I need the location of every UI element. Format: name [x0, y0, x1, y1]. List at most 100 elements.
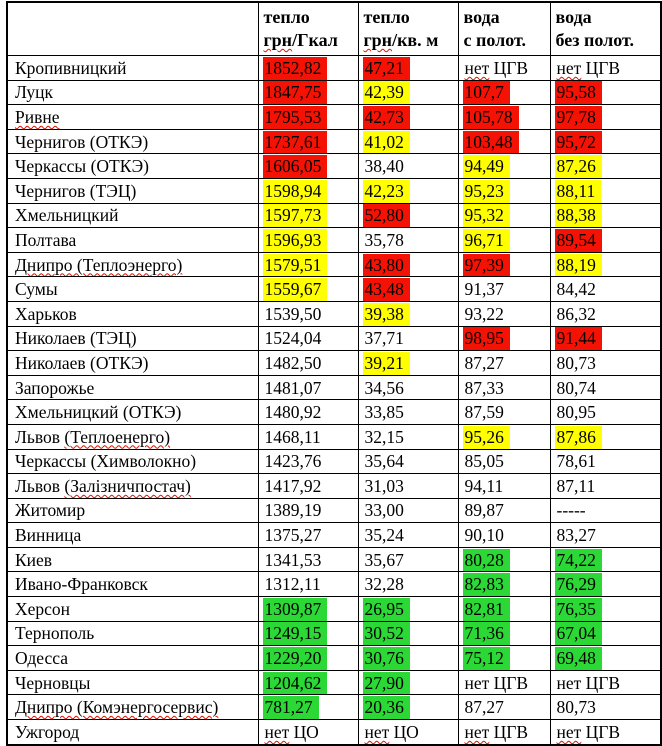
- value-cell: 76,35: [549, 596, 662, 622]
- value-cell: 20,36: [357, 694, 459, 721]
- value-highlight: 1598,94: [262, 179, 328, 203]
- value-highlight: 1249,15: [262, 622, 328, 645]
- value-cell: 38,40: [357, 153, 459, 179]
- value-highlight: 39,21: [362, 351, 410, 375]
- value-cell: 87,27: [457, 350, 551, 376]
- city-cell: Чернигов (ТЭЦ): [6, 177, 259, 204]
- value-highlight: 52,80: [362, 204, 410, 227]
- value-highlight: 67,04: [554, 622, 602, 645]
- value-highlight: 47,21: [362, 56, 410, 80]
- value-highlight: 95,23: [462, 179, 510, 203]
- city-cell: Херсон: [6, 596, 259, 622]
- table-row: Сумы 1559,67 43,48 91,37 84,42: [6, 276, 662, 302]
- value-highlight: 95,72: [554, 130, 602, 153]
- value-cell: 1341,53: [257, 546, 359, 573]
- value-cell: 52,80: [357, 202, 459, 229]
- value-cell: 1579,51: [257, 251, 359, 278]
- value-highlight: 83,27: [556, 525, 596, 546]
- value-cell: 95,58: [549, 79, 662, 106]
- header-heat-gcal: тепло грн/Гкал: [257, 1, 359, 56]
- value-highlight: 1375,27: [264, 525, 322, 546]
- table-row: Киев 1341,53 35,67 80,28 74,22: [6, 546, 662, 573]
- value-cell: нет ЦГВ: [457, 719, 551, 746]
- value-cell: 98,95: [457, 325, 551, 352]
- value-highlight: 94,11: [464, 475, 504, 496]
- city-cell: Одесса: [6, 645, 259, 671]
- city-cell: Черкассы (Химволокно): [6, 448, 259, 475]
- value-highlight: 1524,04: [264, 328, 322, 349]
- value-cell: 87,11: [549, 473, 662, 499]
- value-highlight: 86,32: [556, 303, 596, 324]
- value-highlight: 97,39: [462, 253, 510, 276]
- document-page: тепло грн/Гкал тепло грн/кв. м вода с по…: [6, 1, 662, 746]
- misspelled-text: нет: [556, 721, 582, 742]
- value-highlight: 89,87: [464, 500, 504, 521]
- value-cell: 95,23: [457, 177, 551, 204]
- value-highlight: 33,85: [364, 402, 404, 423]
- header-line1: тепло: [263, 7, 310, 27]
- value-highlight: 35,67: [364, 549, 404, 570]
- value-cell: 94,49: [457, 153, 551, 179]
- value-highlight: 87,59: [464, 402, 504, 423]
- value-highlight: 76,29: [554, 573, 602, 596]
- table-row: Ривне 1795,53 42,73 105,78 97,78: [6, 104, 662, 130]
- table-row: Полтава 1596,93 35,78 96,71 89,54: [6, 227, 662, 253]
- value-cell: 87,33: [457, 374, 551, 401]
- header-line2: без полот.: [556, 29, 659, 52]
- value-cell: 80,73: [549, 350, 662, 376]
- value-highlight: 105,78: [462, 105, 519, 129]
- value-cell: 87,26: [549, 153, 662, 179]
- value-cell: 83,27: [549, 522, 662, 548]
- value-highlight: 1229,20: [262, 647, 328, 670]
- value-highlight: нет ЦГВ: [556, 57, 621, 78]
- table-row: Ужгород нет ЦО нет ЦО нет ЦГВ нет ЦГВ: [6, 719, 662, 746]
- value-highlight: 75,12: [462, 647, 510, 670]
- value-highlight: 1737,61: [262, 130, 328, 153]
- value-highlight: 76,35: [554, 597, 602, 621]
- value-cell: 1598,94: [257, 177, 359, 204]
- value-highlight: 1847,75: [262, 81, 328, 104]
- value-highlight: 96,71: [462, 228, 510, 252]
- header-heat-sqm: тепло грн/кв. м: [357, 1, 459, 56]
- value-highlight: 71,36: [462, 622, 510, 645]
- city-cell: Полтава: [6, 227, 259, 253]
- value-highlight: 1597,73: [262, 204, 328, 227]
- value-highlight: 41,02: [362, 130, 410, 153]
- value-highlight: 74,22: [554, 548, 602, 571]
- table-row: Хмельницкий (ОТКЭ) 1480,92 33,85 87,59 80,95: [6, 399, 662, 425]
- value-cell: нет ЦГВ: [457, 55, 551, 81]
- table-row: Николаев (ОТКЭ) 1482,50 39,21 87,27 80,73: [6, 350, 662, 376]
- table-row: Чернигов (ОТКЭ) 1737,61 41,02 103,48 95,72: [6, 128, 662, 155]
- value-cell: 91,37: [457, 276, 551, 302]
- city-cell: Кропивницкий: [6, 55, 259, 81]
- value-cell: 80,95: [549, 399, 662, 425]
- value-highlight: 80,74: [556, 377, 596, 398]
- value-cell: 35,67: [357, 546, 459, 573]
- table-row: Одесса 1229,20 30,76 75,12 69,48: [6, 645, 662, 671]
- value-cell: нет ЦГВ: [549, 55, 662, 81]
- table-row: Житомир 1389,19 33,00 89,87 -----: [6, 497, 662, 524]
- value-highlight: 87,27: [464, 352, 504, 373]
- header-line2: грн/Гкал: [264, 29, 356, 52]
- city-cell: Запорожье: [6, 374, 259, 401]
- value-cell: 1249,15: [257, 620, 359, 647]
- value-highlight: 95,32: [462, 204, 510, 227]
- city-cell: Киев: [6, 546, 259, 573]
- value-highlight: 30,52: [362, 622, 410, 645]
- city-cell: Ривне: [6, 104, 259, 130]
- value-highlight: 1423,76: [264, 451, 322, 472]
- value-highlight: 87,11: [556, 475, 596, 496]
- value-highlight: 1417,92: [264, 475, 322, 496]
- value-highlight: 90,10: [464, 525, 504, 546]
- value-highlight: 87,26: [554, 155, 602, 178]
- city-cell: Луцк: [6, 79, 259, 106]
- value-cell: 39,38: [357, 300, 459, 327]
- value-highlight: 26,95: [362, 597, 410, 621]
- header-line1: вода: [463, 7, 500, 27]
- table-row: Днипро (Теплоэнерго) 1579,51 43,80 97,39 88,…: [6, 251, 662, 278]
- misspelled-text: нет: [556, 57, 582, 78]
- value-highlight: 98,95: [462, 327, 510, 350]
- value-highlight: 38,40: [364, 156, 404, 177]
- misspelled-text: (Теплоенерго): [64, 426, 171, 447]
- value-cell: 1309,87: [257, 596, 359, 622]
